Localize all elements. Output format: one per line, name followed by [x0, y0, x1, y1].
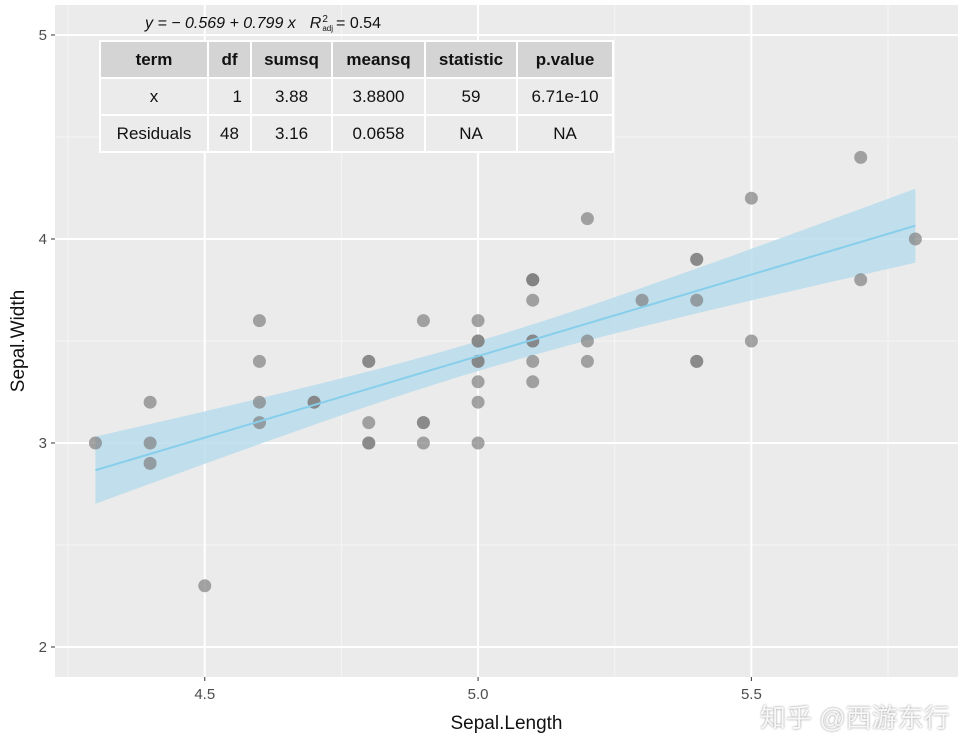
- data-point: [854, 273, 868, 287]
- anova-table: term df sumsq meansq statistic p.value x…: [99, 40, 614, 153]
- r2-value: = 0.54: [336, 15, 381, 32]
- r2-scripts: 2 adj: [322, 15, 333, 33]
- data-point: [471, 375, 485, 389]
- watermark: 知乎 @西游东行: [760, 703, 950, 733]
- data-point: [580, 212, 594, 226]
- x-tick-label: 5.0: [468, 686, 489, 703]
- data-point: [471, 436, 485, 450]
- header-df: df: [207, 40, 252, 79]
- header-statistic: statistic: [424, 40, 518, 79]
- cell: 3.8800: [331, 77, 426, 116]
- data-point: [252, 354, 266, 368]
- r2-label: R: [309, 15, 322, 32]
- y-tick-label: 3: [39, 435, 47, 452]
- data-point: [526, 354, 540, 368]
- confidence-band: [95, 188, 916, 504]
- header-pvalue: p.value: [516, 40, 614, 79]
- x-tick-label: 4.5: [194, 686, 215, 703]
- data-point: [635, 293, 649, 307]
- data-point: [526, 273, 540, 287]
- data-point: [854, 150, 868, 164]
- cell: NA: [424, 114, 518, 153]
- data-point: [362, 436, 376, 450]
- y-tick-label: 2: [39, 639, 47, 656]
- header-sumsq: sumsq: [250, 40, 333, 79]
- data-point: [362, 416, 376, 430]
- regression-equation: y = − 0.569 + 0.799 x R 2 adj = 0.54: [145, 15, 381, 33]
- r2-subscript: adj: [322, 24, 334, 33]
- data-point: [143, 395, 157, 409]
- data-point: [143, 436, 157, 450]
- data-point: [362, 354, 376, 368]
- cell: 6.71e-10: [516, 77, 614, 116]
- table-row: x 1 3.88 3.8800 59 6.71e-10: [99, 77, 614, 116]
- x-axis-label: Sepal.Length: [451, 713, 563, 734]
- data-point: [690, 252, 704, 266]
- data-point: [744, 334, 758, 348]
- equation-lhs: y = − 0.569 + 0.799 x: [145, 15, 296, 32]
- regression-line: [95, 224, 916, 472]
- data-point: [198, 579, 212, 593]
- cell: 59: [424, 77, 518, 116]
- y-tick-label: 5: [39, 27, 47, 44]
- data-point: [252, 314, 266, 328]
- data-point: [690, 293, 704, 307]
- y-axis-label: Sepal.Width: [8, 290, 29, 392]
- data-point: [471, 354, 485, 368]
- cell: x: [99, 77, 209, 116]
- y-tick-label: 4: [39, 231, 47, 248]
- table-row: Residuals 48 3.16 0.0658 NA NA: [99, 114, 614, 153]
- data-point: [416, 314, 430, 328]
- header-term: term: [99, 40, 209, 79]
- table-header-row: term df sumsq meansq statistic p.value: [99, 40, 614, 79]
- data-point: [416, 416, 430, 430]
- data-point: [88, 436, 102, 450]
- data-point: [252, 395, 266, 409]
- data-point: [471, 314, 485, 328]
- data-point: [471, 334, 485, 348]
- header-meansq: meansq: [331, 40, 426, 79]
- data-point: [526, 375, 540, 389]
- data-point: [744, 191, 758, 205]
- data-point: [690, 354, 704, 368]
- data-point: [526, 334, 540, 348]
- cell: 0.0658: [331, 114, 426, 153]
- data-point: [580, 334, 594, 348]
- data-point: [471, 395, 485, 409]
- cell: NA: [516, 114, 614, 153]
- data-point: [416, 436, 430, 450]
- cell: 1: [207, 77, 252, 116]
- cell: Residuals: [99, 114, 209, 153]
- data-point: [526, 293, 540, 307]
- r2-superscript: 2: [322, 14, 328, 25]
- cell: 3.88: [250, 77, 333, 116]
- data-point: [143, 456, 157, 470]
- cell: 3.16: [250, 114, 333, 153]
- data-point: [908, 232, 922, 246]
- data-point: [580, 354, 594, 368]
- x-tick-label: 5.5: [741, 686, 762, 703]
- cell: 48: [207, 114, 252, 153]
